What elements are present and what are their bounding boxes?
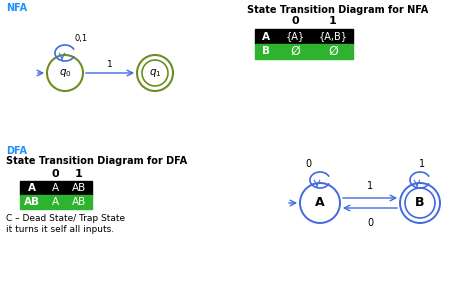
- Text: it turns it self all inputs.: it turns it self all inputs.: [6, 225, 114, 234]
- Bar: [20, 181, 92, 195]
- Text: Ø: Ø: [328, 45, 338, 58]
- Text: C – Dead State/ Trap State: C – Dead State/ Trap State: [6, 214, 125, 223]
- Text: 0: 0: [51, 169, 59, 179]
- Text: $q_0$: $q_0$: [59, 67, 72, 79]
- Text: A: A: [52, 197, 59, 207]
- Text: {A}: {A}: [285, 31, 305, 42]
- Text: A: A: [315, 196, 325, 210]
- Bar: [255, 29, 353, 44]
- Text: $q_1$: $q_1$: [149, 67, 161, 79]
- Text: {A,B}: {A,B}: [319, 31, 347, 42]
- Text: 1: 1: [329, 17, 337, 26]
- Text: NFA: NFA: [6, 3, 27, 13]
- Text: B: B: [415, 196, 425, 210]
- Text: A: A: [262, 31, 270, 42]
- Text: 1: 1: [75, 169, 83, 179]
- Text: State Transition Diagram for NFA: State Transition Diagram for NFA: [247, 5, 428, 15]
- Text: 0: 0: [367, 218, 373, 228]
- Text: 1: 1: [419, 159, 425, 169]
- Text: 0,1: 0,1: [75, 34, 88, 43]
- Text: 1: 1: [367, 181, 373, 191]
- Bar: [20, 195, 92, 209]
- Text: AB: AB: [72, 183, 86, 193]
- Text: DFA: DFA: [6, 146, 27, 156]
- Text: A: A: [28, 183, 36, 193]
- Bar: [255, 44, 353, 59]
- Text: 0: 0: [291, 17, 299, 26]
- Text: 0: 0: [305, 159, 311, 169]
- Text: B: B: [262, 47, 270, 56]
- Text: State Transition Diagram for DFA: State Transition Diagram for DFA: [6, 156, 187, 166]
- Text: Ø: Ø: [290, 45, 300, 58]
- Text: 1: 1: [107, 60, 113, 69]
- Text: AB: AB: [72, 197, 86, 207]
- Text: AB: AB: [24, 197, 40, 207]
- Text: A: A: [52, 183, 59, 193]
